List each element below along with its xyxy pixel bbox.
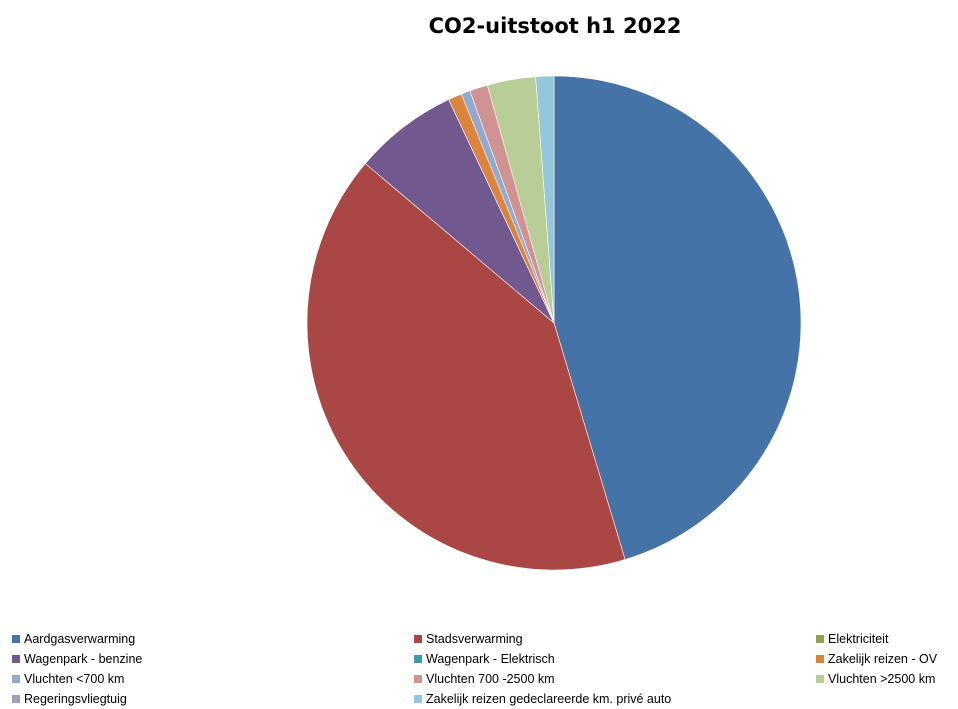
legend-swatch — [816, 634, 824, 643]
legend-item: Elektriciteit — [816, 629, 952, 648]
pie-chart — [306, 75, 802, 571]
legend-item: Vluchten <700 km — [12, 669, 414, 688]
chart-legend: Aardgasverwarming Stadsverwarming Elektric… — [12, 629, 952, 708]
legend-label: Zakelijk reizen - OV — [828, 651, 938, 666]
legend-label: Vluchten >2500 km — [828, 671, 936, 686]
legend-item: Wagenpark - Elektrisch — [414, 649, 816, 668]
legend-swatch — [12, 674, 20, 683]
legend-swatch — [816, 654, 824, 663]
legend-label: Zakelijk reizen gedeclareerde km. privé … — [426, 691, 672, 706]
legend-label: Regeringsvliegtuig — [24, 691, 127, 706]
legend-swatch — [414, 654, 422, 663]
pie-slices — [306, 75, 802, 571]
legend-item: Zakelijk reizen gedeclareerde km. privé … — [414, 689, 816, 708]
legend-label: Elektriciteit — [828, 631, 889, 646]
legend-swatch — [414, 694, 422, 703]
legend-label: Aardgasverwarming — [24, 631, 136, 646]
legend-item: Aardgasverwarming — [12, 629, 414, 648]
legend-swatch — [12, 634, 20, 643]
pie-slice-0 — [553, 75, 802, 560]
legend-swatch — [12, 654, 20, 663]
legend-label: Wagenpark - benzine — [24, 651, 143, 666]
legend-label: Vluchten 700 -2500 km — [426, 671, 555, 686]
legend-item: Wagenpark - benzine — [12, 649, 414, 668]
pie-slice-1 — [306, 163, 626, 571]
legend-item: Vluchten >2500 km — [816, 669, 952, 688]
legend-label: Stadsverwarming — [426, 631, 523, 646]
legend-swatch — [414, 634, 422, 643]
legend-item: Vluchten 700 -2500 km — [414, 669, 816, 688]
legend-swatch — [414, 674, 422, 683]
legend-swatch — [816, 674, 824, 683]
chart-title: CO2-uitstoot h1 2022 — [428, 14, 682, 38]
pie-slice-3 — [364, 99, 555, 324]
legend-item: Zakelijk reizen - OV — [816, 649, 952, 668]
pie-slice-10 — [535, 75, 555, 324]
legend-label: Wagenpark - Elektrisch — [426, 651, 555, 666]
legend-item: Regeringsvliegtuig — [12, 689, 414, 708]
legend-swatch — [12, 694, 20, 703]
legend-label: Vluchten <700 km — [24, 671, 125, 686]
legend-item: Stadsverwarming — [414, 629, 816, 648]
